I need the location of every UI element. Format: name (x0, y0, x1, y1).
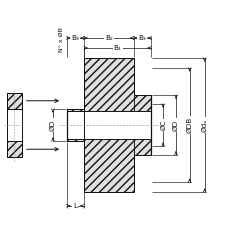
Polygon shape (7, 93, 22, 109)
Text: L: L (73, 203, 77, 209)
Polygon shape (66, 111, 84, 139)
Polygon shape (134, 95, 151, 155)
Text: ØD: ØD (173, 120, 179, 130)
Polygon shape (84, 111, 134, 139)
Text: N° x ØB: N° x ØB (58, 27, 64, 52)
Text: ØDB: ØDB (187, 117, 193, 133)
Polygon shape (84, 58, 134, 192)
Text: B₃: B₃ (138, 35, 146, 41)
Text: B₁: B₁ (114, 45, 122, 51)
Text: ØC: ØC (160, 120, 166, 130)
Text: B₂: B₂ (105, 35, 113, 41)
Polygon shape (66, 109, 84, 141)
Polygon shape (134, 111, 151, 139)
Text: ØD: ØD (50, 120, 56, 130)
Polygon shape (7, 141, 22, 157)
Text: B₃: B₃ (71, 35, 79, 41)
Text: Ødₐ: Ødₐ (202, 118, 207, 132)
